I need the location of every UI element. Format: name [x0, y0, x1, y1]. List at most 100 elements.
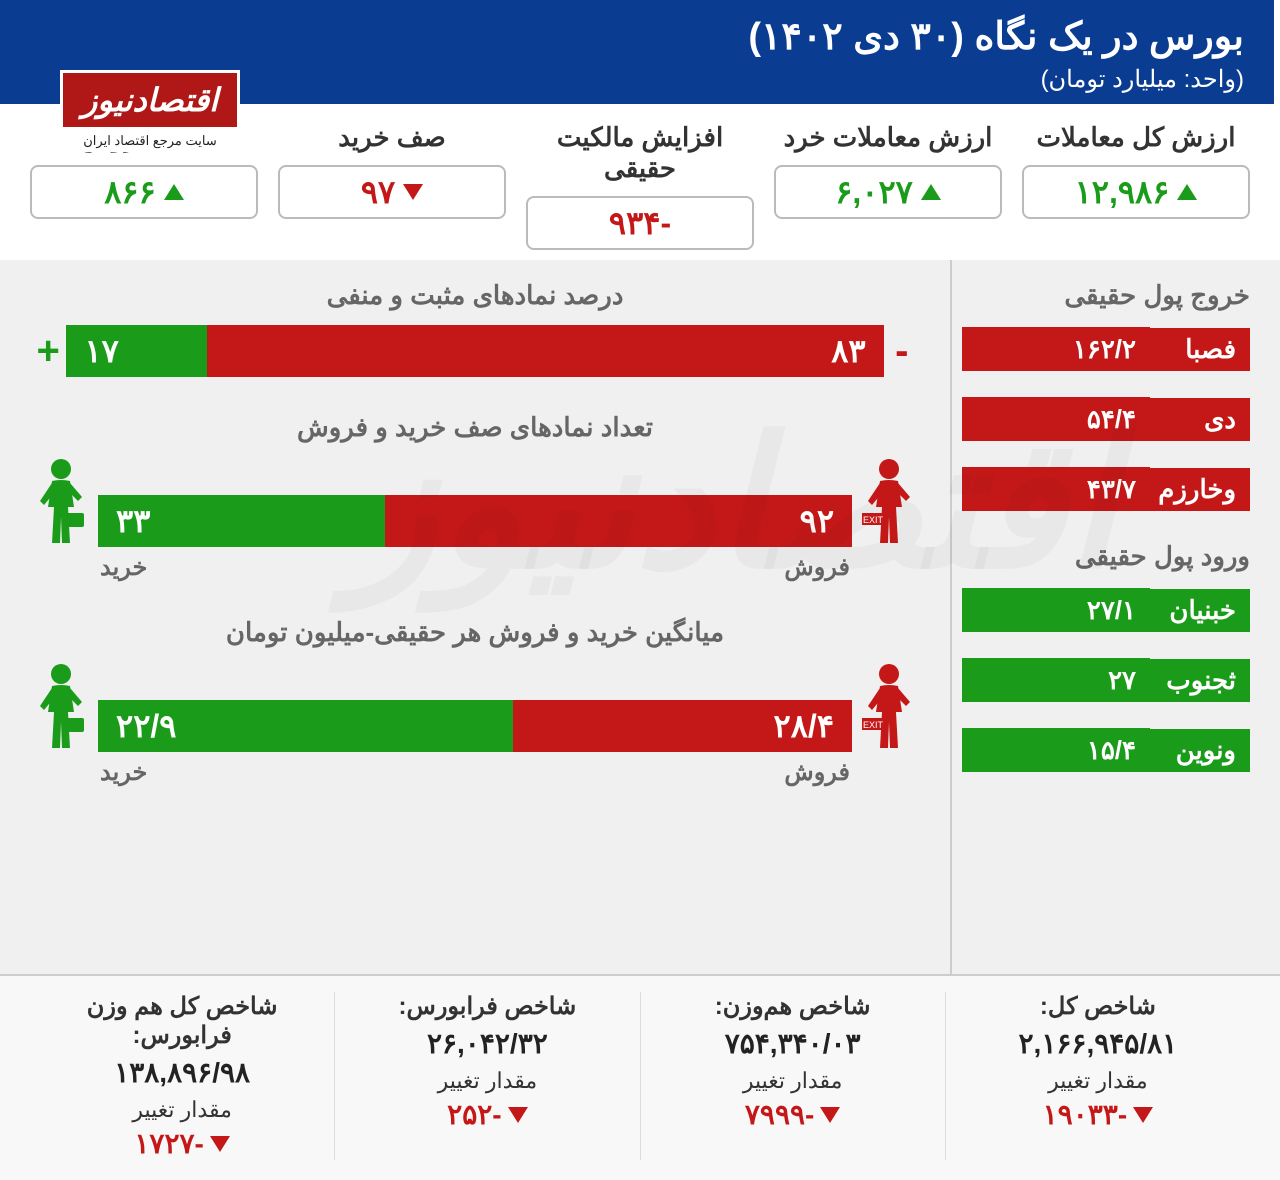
metric-value: ۹۷ [361, 173, 395, 211]
pos-segment: ۱۷ [66, 325, 207, 377]
enter-person-icon [30, 457, 92, 547]
index-change-label: مقدار تغییر [956, 1068, 1240, 1094]
pos-neg-title: درصد نمادهای مثبت و منفی [30, 280, 920, 311]
metric-value: ۱۲,۹۸۶ [1075, 173, 1170, 211]
metric-label: ارزش کل معاملات [1022, 122, 1250, 153]
svg-text:EXIT: EXIT [863, 720, 884, 730]
metric-label: صف خرید [278, 122, 506, 153]
exit-person-icon: EXIT [858, 662, 920, 752]
plus-sign: + [30, 329, 66, 374]
index-value: ۲۶,۰۴۲/۳۲ [345, 1027, 629, 1060]
flow-item: وخارزم ۴۳/۷ [962, 467, 1250, 511]
inflow-list: خبنیان ۲۷/۱ ثجنوب ۲۷ ونوین ۱۵/۴ [962, 588, 1250, 772]
arrow-down-icon [403, 184, 423, 200]
exit-person-icon: EXIT [858, 457, 920, 547]
buy-label: خرید [30, 553, 784, 582]
sell-avg-value: ۲۸/۴ [774, 707, 834, 745]
indices-row: شاخص کل: ۲,۱۶۶,۹۴۵/۸۱ مقدار تغییر -۱۹۰۳۳… [0, 974, 1280, 1180]
flow-symbol: ونوین [1150, 729, 1250, 772]
header: بورس در یک نگاه (۳۰ دی ۱۴۰۲) (واحد: میلی… [0, 0, 1280, 104]
metric-value-box: ۹۷ [278, 165, 506, 219]
money-flow-panel: خروج پول حقیقی فصبا ۱۶۲/۲ دی ۵۴/۴ وخارزم… [950, 260, 1280, 974]
flow-item: فصبا ۱۶۲/۲ [962, 327, 1250, 371]
index-change: -۷۹۹۹ [651, 1098, 935, 1131]
buy-label: خرید [30, 758, 784, 787]
outflow-list: فصبا ۱۶۲/۲ دی ۵۴/۴ وخارزم ۴۳/۷ [962, 327, 1250, 511]
metric-value: ۸۶۶ [104, 173, 156, 211]
sell-queue-value: ۹۲ [800, 502, 834, 540]
metric-card: افزایش مالکیت حقیقی -۹۳۴ [526, 122, 754, 250]
logo-subtitle: سایت مرجع اقتصاد ایران [60, 130, 240, 152]
sell-label: فروش [784, 758, 920, 787]
metric-label: ارزش معاملات خرد [774, 122, 1002, 153]
metric-value: ۶,۰۲۷ [835, 173, 913, 211]
minus-sign: - [884, 329, 920, 374]
flow-bar: ۲۷ [962, 658, 1150, 702]
index-column: شاخص هم‌وزن: ۷۵۴,۳۴۰/۰۳ مقدار تغییر -۷۹۹… [640, 992, 945, 1160]
buy-avg-segment: ۲۲/۹ [98, 700, 513, 752]
sell-label: فروش [784, 553, 920, 582]
svg-text:EXIT: EXIT [863, 515, 884, 525]
metric-value: -۹۳۴ [609, 204, 671, 242]
buy-queue-segment: ۳۳ [98, 495, 385, 547]
flow-bar: ۴۳/۷ [962, 467, 1150, 511]
arrow-down-icon [210, 1136, 230, 1152]
index-change-label: مقدار تغییر [345, 1068, 629, 1094]
pos-neg-bar: - ۸۳ ۱۷ + [30, 325, 920, 377]
index-change: -۱۷۲۷ [40, 1127, 324, 1160]
index-value: ۱۳۸,۸۹۶/۹۸ [40, 1056, 324, 1089]
flow-item: دی ۵۴/۴ [962, 397, 1250, 441]
index-column: شاخص کل هم وزن فرابورس: ۱۳۸,۸۹۶/۹۸ مقدار… [30, 992, 334, 1160]
index-column: شاخص فرابورس: ۲۶,۰۴۲/۳۲ مقدار تغییر -۲۵۲ [334, 992, 639, 1160]
flow-symbol: فصبا [1150, 328, 1250, 371]
metric-card: ارزش معاملات خرد ۶,۰۲۷ [774, 122, 1002, 250]
arrow-down-icon [1133, 1107, 1153, 1123]
arrow-up-icon [164, 184, 184, 200]
index-change-label: مقدار تغییر [40, 1097, 324, 1123]
index-title: شاخص کل هم وزن فرابورس: [40, 992, 324, 1050]
outflow-title: خروج پول حقیقی [962, 280, 1250, 311]
metric-label: افزایش مالکیت حقیقی [526, 122, 754, 184]
flow-symbol: ثجنوب [1150, 659, 1250, 702]
inflow-title: ورود پول حقیقی [962, 541, 1250, 572]
index-change: -۲۵۲ [345, 1098, 629, 1131]
charts-panel: درصد نمادهای مثبت و منفی - ۸۳ ۱۷ + تعداد… [0, 260, 950, 974]
buy-avg-value: ۲۲/۹ [116, 707, 176, 745]
metric-value-box: ۶,۰۲۷ [774, 165, 1002, 219]
index-title: شاخص هم‌وزن: [651, 992, 935, 1021]
index-title: شاخص کل: [956, 992, 1240, 1021]
buy-queue-value: ۳۳ [116, 502, 150, 540]
index-change: -۱۹۰۳۳ [956, 1098, 1240, 1131]
flow-item: خبنیان ۲۷/۱ [962, 588, 1250, 632]
index-change-label: مقدار تغییر [651, 1068, 935, 1094]
index-change-value: -۱۹۰۳۳ [1043, 1098, 1128, 1131]
flow-bar: ۱۶۲/۲ [962, 327, 1150, 371]
infographic-container: بورس در یک نگاه (۳۰ دی ۱۴۰۲) (واحد: میلی… [0, 0, 1280, 1180]
flow-symbol: خبنیان [1150, 589, 1250, 632]
enter-person-icon [30, 662, 92, 752]
queue-title: تعداد نمادهای صف خرید و فروش [30, 412, 920, 443]
index-change-value: -۲۵۲ [447, 1098, 501, 1131]
neg-value: ۸۳ [831, 332, 865, 370]
arrow-up-icon [1177, 184, 1197, 200]
metric-card: ارزش کل معاملات ۱۲,۹۸۶ [1022, 122, 1250, 250]
flow-bar: ۵۴/۴ [962, 397, 1150, 441]
index-value: ۲,۱۶۶,۹۴۵/۸۱ [956, 1027, 1240, 1060]
index-change-value: -۷۹۹۹ [745, 1098, 814, 1131]
index-value: ۷۵۴,۳۴۰/۰۳ [651, 1027, 935, 1060]
flow-symbol: وخارزم [1150, 468, 1250, 511]
metric-value-box: ۱۲,۹۸۶ [1022, 165, 1250, 219]
flow-item: ثجنوب ۲۷ [962, 658, 1250, 702]
flow-bar: ۲۷/۱ [962, 588, 1150, 632]
index-column: شاخص کل: ۲,۱۶۶,۹۴۵/۸۱ مقدار تغییر -۱۹۰۳۳ [945, 992, 1250, 1160]
pos-neg-chart: درصد نمادهای مثبت و منفی - ۸۳ ۱۷ + [30, 280, 920, 377]
metric-value-box: ۸۶۶ [30, 165, 258, 219]
pos-value: ۱۷ [84, 332, 118, 370]
metric-value-box: -۹۳۴ [526, 196, 754, 250]
metric-card: صف خرید ۹۷ [278, 122, 506, 250]
sell-avg-segment: ۲۸/۴ [513, 700, 852, 752]
sell-queue-segment: ۹۲ [385, 495, 852, 547]
main-area: اقتصادنیوز خروج پول حقیقی فصبا ۱۶۲/۲ دی … [0, 260, 1280, 974]
arrow-down-icon [508, 1107, 528, 1123]
flow-bar: ۱۵/۴ [962, 728, 1150, 772]
